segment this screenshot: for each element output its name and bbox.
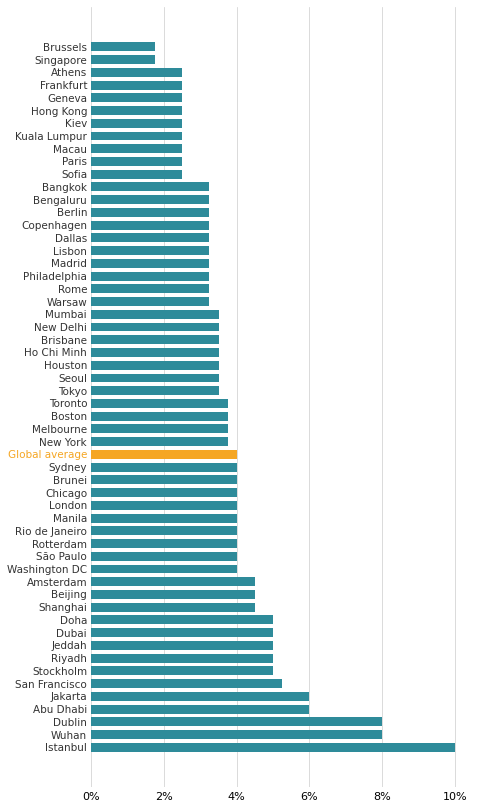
Bar bbox=[91, 718, 382, 726]
Bar bbox=[91, 374, 218, 383]
Bar bbox=[91, 55, 155, 64]
Bar bbox=[91, 208, 209, 217]
Bar bbox=[91, 93, 182, 102]
Bar bbox=[91, 285, 209, 294]
Bar bbox=[91, 119, 182, 128]
Bar bbox=[91, 42, 155, 51]
Bar bbox=[91, 195, 209, 204]
Bar bbox=[91, 590, 255, 599]
Bar bbox=[91, 450, 237, 459]
Bar bbox=[91, 705, 310, 714]
Bar bbox=[91, 234, 209, 243]
Bar bbox=[91, 221, 209, 230]
Bar bbox=[91, 692, 310, 701]
Bar bbox=[91, 335, 218, 344]
Bar bbox=[91, 68, 182, 77]
Bar bbox=[91, 743, 455, 752]
Bar bbox=[91, 310, 218, 319]
Bar bbox=[91, 616, 273, 625]
Bar bbox=[91, 679, 282, 688]
Bar bbox=[91, 170, 182, 179]
Bar bbox=[91, 476, 237, 485]
Bar bbox=[91, 348, 218, 357]
Bar bbox=[91, 501, 237, 510]
Bar bbox=[91, 641, 273, 650]
Bar bbox=[91, 412, 228, 421]
Bar bbox=[91, 425, 228, 434]
Bar bbox=[91, 144, 182, 153]
Bar bbox=[91, 488, 237, 497]
Bar bbox=[91, 463, 237, 472]
Bar bbox=[91, 361, 218, 370]
Bar bbox=[91, 272, 209, 281]
Bar bbox=[91, 259, 209, 268]
Bar bbox=[91, 132, 182, 141]
Bar bbox=[91, 539, 237, 548]
Bar bbox=[91, 565, 237, 574]
Bar bbox=[91, 603, 255, 612]
Bar bbox=[91, 514, 237, 523]
Bar bbox=[91, 667, 273, 676]
Bar bbox=[91, 552, 237, 561]
Bar bbox=[91, 323, 218, 332]
Bar bbox=[91, 654, 273, 663]
Bar bbox=[91, 81, 182, 90]
Bar bbox=[91, 527, 237, 536]
Bar bbox=[91, 386, 218, 395]
Bar bbox=[91, 399, 228, 408]
Bar bbox=[91, 297, 209, 306]
Bar bbox=[91, 629, 273, 637]
Bar bbox=[91, 730, 382, 739]
Bar bbox=[91, 437, 228, 446]
Bar bbox=[91, 106, 182, 115]
Bar bbox=[91, 183, 209, 192]
Bar bbox=[91, 246, 209, 255]
Bar bbox=[91, 157, 182, 166]
Bar bbox=[91, 578, 255, 587]
